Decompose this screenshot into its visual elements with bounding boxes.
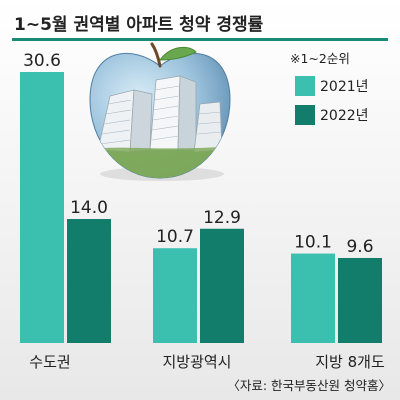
bar-2021-1 <box>153 248 197 343</box>
chart-title: 1~5월 권역별 아파트 청약 경쟁률 <box>14 14 264 35</box>
legend-label-2022: 2022년 <box>320 108 369 124</box>
value-label-2021-1: 10.7 <box>156 227 194 247</box>
category-labels: 수도권 지방광역시 지방 8개도 <box>29 353 385 371</box>
legend-swatch-2022 <box>295 105 315 125</box>
bar-2021-0 <box>20 72 64 343</box>
value-label-2021-0: 30.6 <box>23 51 61 71</box>
apple-apartments-illustration <box>89 42 231 181</box>
value-label-2022-1: 12.9 <box>203 208 241 228</box>
category-label-0: 수도권 <box>29 353 70 371</box>
value-label-2022-2: 9.6 <box>346 237 373 257</box>
bar-2022-2 <box>338 257 382 343</box>
legend-label-2021: 2021년 <box>320 79 369 95</box>
category-label-1: 지방광역시 <box>162 353 231 371</box>
legend-note: ※1~2순위 <box>290 51 350 66</box>
bars: 30.6 14.0 10.7 12.9 10.1 9.6 <box>20 51 382 343</box>
value-label-2022-0: 14.0 <box>70 198 108 218</box>
title-rule <box>12 38 388 41</box>
category-label-2: 지방 8개도 <box>315 353 385 371</box>
source-note: 〈자료: 한국부동산원 청약홈〉 <box>227 378 391 393</box>
legend-swatch-2021 <box>295 76 315 96</box>
bar-2022-1 <box>200 228 244 343</box>
value-label-2021-2: 10.1 <box>294 233 332 253</box>
legend: ※1~2순위 2021년 2022년 <box>290 51 369 125</box>
bar-2021-2 <box>291 253 335 343</box>
bar-2022-0 <box>67 219 111 343</box>
